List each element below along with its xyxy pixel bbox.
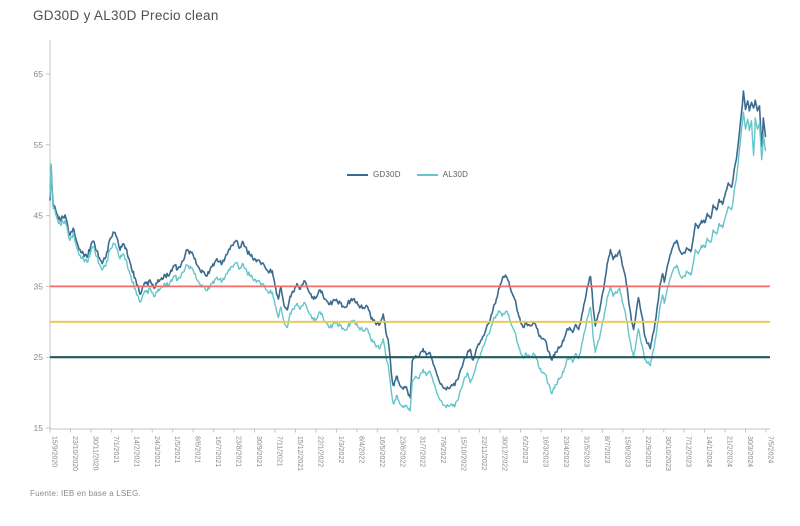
source-note: Fuente: IEB en base a LSEG. — [30, 489, 141, 498]
x-tick-label: 7/9/2022 — [439, 436, 446, 463]
x-tick-label: 16/5/2022 — [378, 436, 385, 467]
x-tick-label: 22/9/2023 — [644, 436, 651, 467]
x-tick-label: 6/2/2023 — [521, 436, 528, 463]
y-tick-label: 45 — [34, 211, 44, 221]
x-tick-label: 22/11/2022 — [480, 436, 487, 471]
x-tick-label: 23/6/2022 — [398, 436, 405, 467]
x-tick-label: 30/12/2022 — [501, 436, 508, 471]
x-tick-label: 24/3/2021 — [153, 436, 160, 467]
x-tick-label: 14/1/2024 — [705, 436, 712, 467]
x-tick-label: 15/8/2023 — [623, 436, 630, 467]
x-tick-label: 22/1/2022 — [316, 436, 323, 467]
legend-label-gd30d: GD30D — [373, 170, 401, 179]
x-tick-label: 1/5/2021 — [173, 436, 180, 463]
x-tick-label: 31/5/2023 — [582, 436, 589, 467]
x-tick-label: 1/3/2022 — [337, 436, 344, 463]
x-tick-label: 23/4/2023 — [562, 436, 569, 467]
x-tick-label: 15/12/2021 — [296, 436, 303, 471]
x-tick-label: 23/8/2021 — [235, 436, 242, 467]
x-tick-label: 21/2/2024 — [726, 436, 733, 467]
al30d-line — [49, 111, 767, 412]
x-tick-label: 7/5/2024 — [767, 436, 774, 463]
x-tick-label: 8/7/2023 — [603, 436, 610, 463]
x-tick-label: 15/10/2022 — [460, 436, 467, 471]
y-tick-label: 35 — [34, 281, 44, 291]
gd30d-line-swatch — [347, 173, 368, 176]
x-tick-label: 16/7/2021 — [214, 436, 221, 467]
chart-title: GD30D y AL30D Precio clean — [33, 8, 219, 23]
y-tick-label: 55 — [34, 140, 44, 150]
x-tick-label: 15/9/2020 — [51, 436, 58, 467]
legend: GD30D AL30D — [347, 170, 468, 179]
x-tick-label: 31/7/2022 — [419, 436, 426, 467]
x-tick-label: 30/10/2023 — [664, 436, 671, 471]
x-tick-label: 7/1/2021 — [112, 436, 119, 463]
x-tick-label: 7/11/2021 — [276, 436, 283, 467]
gd30d-line — [49, 90, 767, 399]
legend-item-al30d: AL30D — [416, 170, 469, 179]
y-tick-label: 15 — [34, 423, 44, 433]
x-tick-label: 30/11/2020 — [91, 436, 98, 471]
x-tick-label: 8/4/2022 — [357, 436, 364, 463]
x-tick-label: 7/12/2023 — [685, 436, 692, 467]
y-tick-label: 65 — [34, 69, 44, 79]
x-tick-label: 30/9/2021 — [255, 436, 262, 467]
x-tick-label: 23/10/2020 — [71, 436, 78, 471]
y-tick-label: 25 — [34, 352, 44, 362]
x-tick-label: 8/6/2021 — [194, 436, 201, 463]
x-tick-label: 16/3/2023 — [541, 436, 548, 467]
legend-item-gd30d: GD30D — [347, 170, 401, 179]
legend-label-al30d: AL30D — [442, 170, 469, 179]
x-tick-label: 30/3/2024 — [746, 436, 753, 467]
x-tick-label: 14/2/2021 — [132, 436, 139, 467]
al30d-line-swatch — [416, 173, 438, 176]
